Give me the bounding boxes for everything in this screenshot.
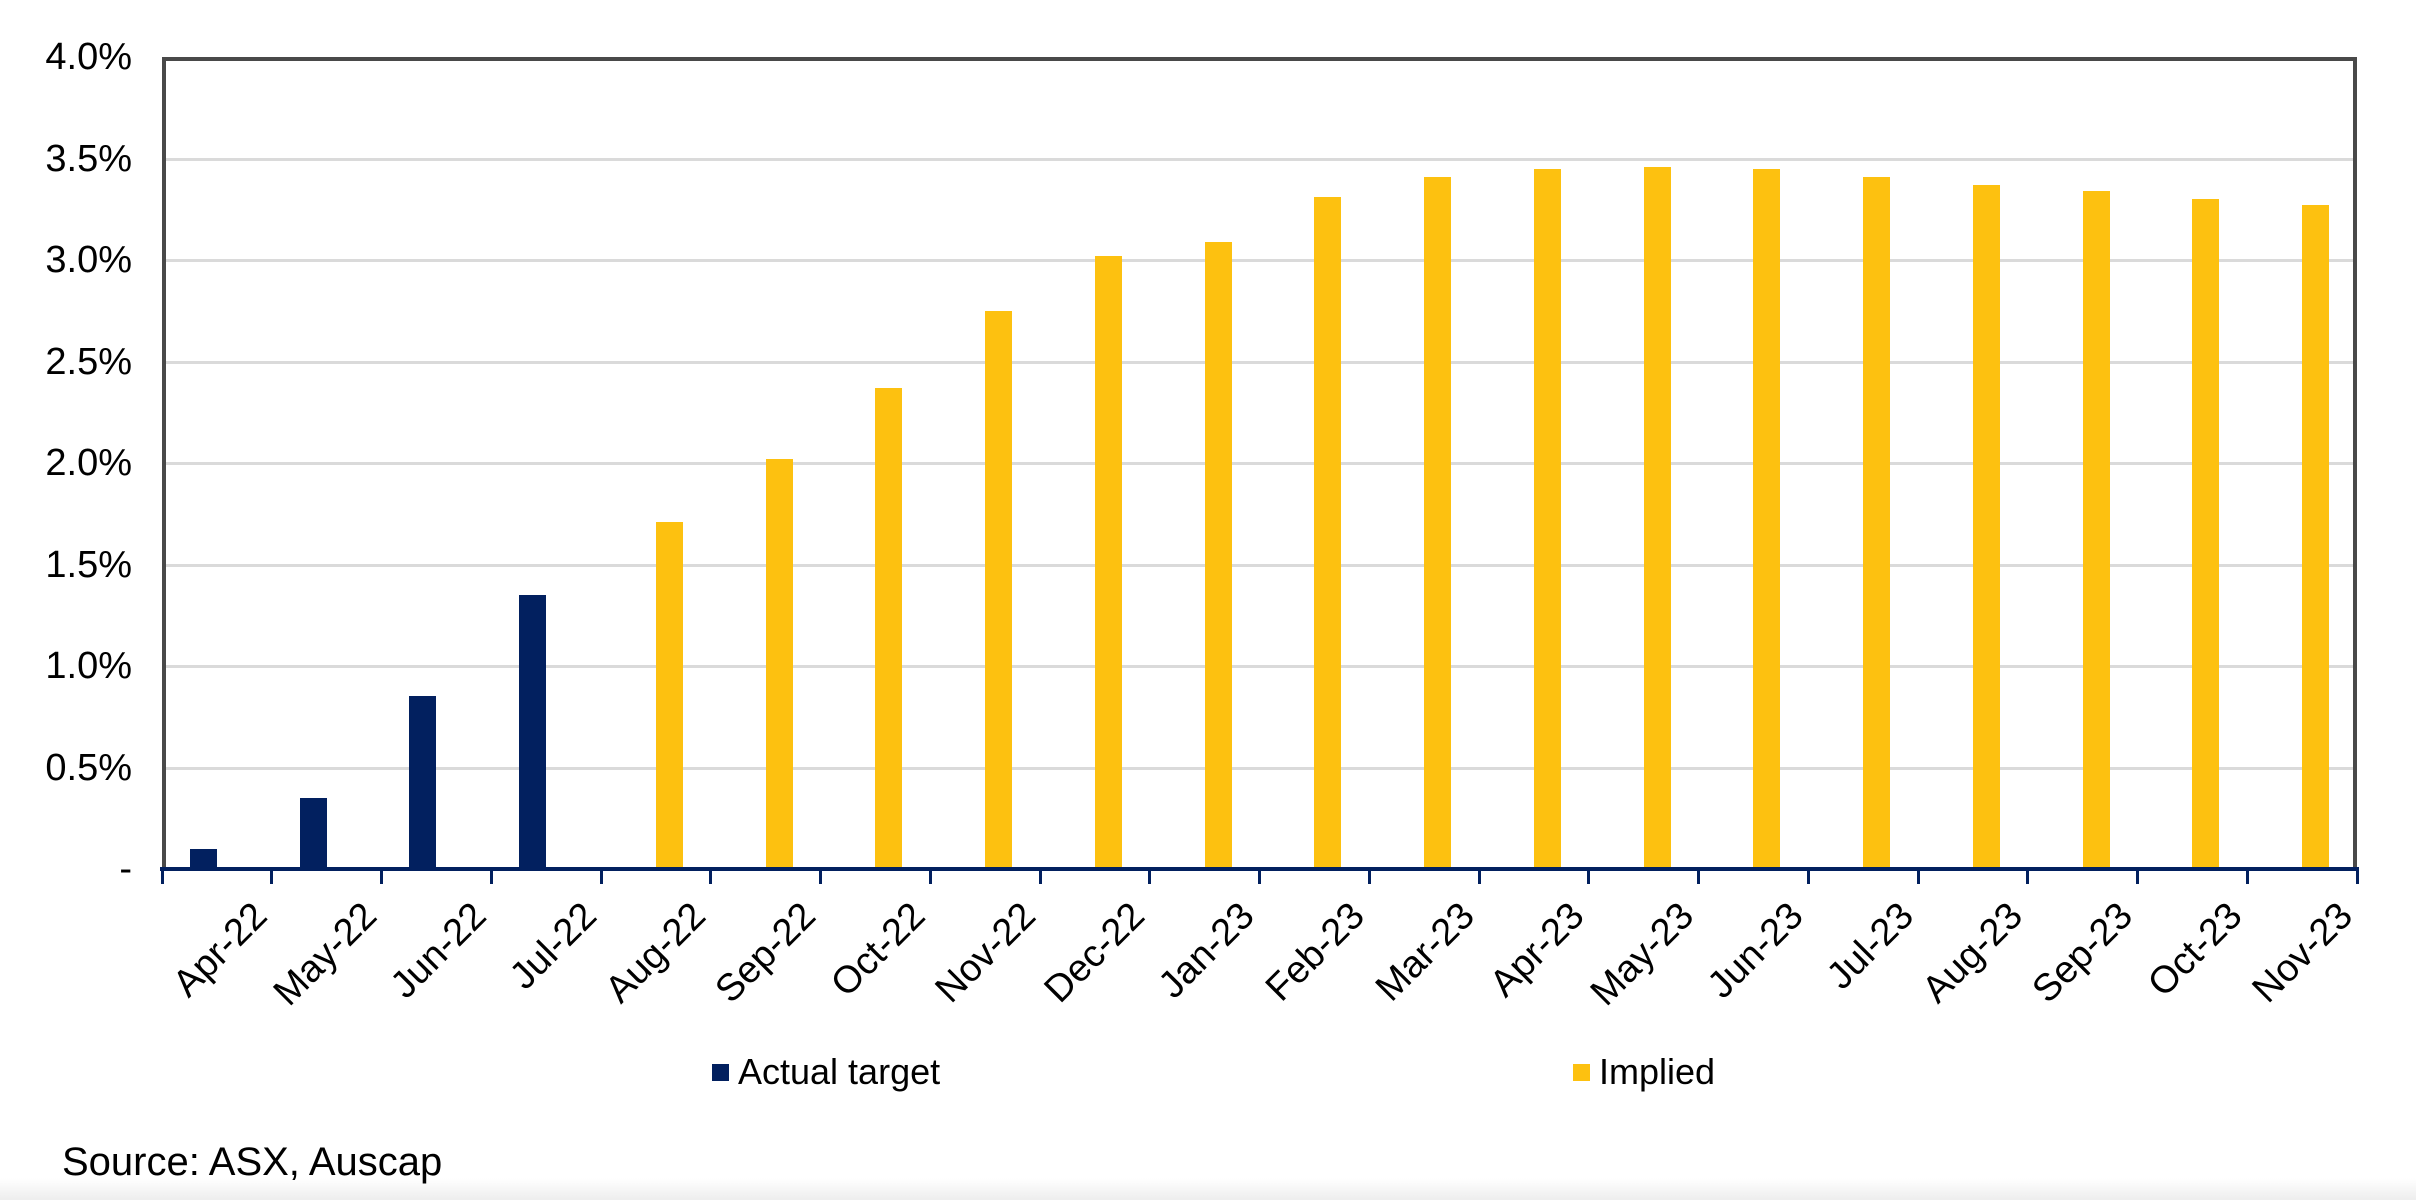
x-axis-tick-5 bbox=[709, 871, 713, 884]
x-tick-label-apr-22: Apr-22 bbox=[164, 894, 276, 1006]
bar-actual-target-jun-22 bbox=[409, 696, 437, 869]
x-tick-label-aug-22: Aug-22 bbox=[597, 894, 715, 1012]
x-tick-label-oct-23: Oct-23 bbox=[2140, 894, 2251, 1006]
gridline-2.5 bbox=[166, 360, 2353, 364]
y-tick-label-4-0-: 4.0% bbox=[45, 36, 132, 78]
bar-implied-jan-23 bbox=[1204, 242, 1232, 869]
x-axis-tick-13 bbox=[1587, 871, 1591, 884]
source-note: Source: ASX, Auscap bbox=[62, 1140, 443, 1184]
x-axis-tick-6 bbox=[819, 871, 822, 884]
bar-actual-target-may-22 bbox=[299, 798, 327, 869]
legend-swatch-implied bbox=[1573, 1063, 1590, 1081]
bar-implied-mar-23 bbox=[1424, 177, 1452, 869]
gridline-3.5 bbox=[166, 157, 2353, 161]
gridline-1.0 bbox=[166, 665, 2353, 668]
plot-area bbox=[162, 57, 2357, 869]
gridline-1.5 bbox=[166, 563, 2353, 567]
bar-implied-oct-23 bbox=[2192, 199, 2220, 869]
bar-implied-aug-23 bbox=[1972, 185, 2000, 869]
x-axis-tick-9 bbox=[1148, 871, 1152, 884]
y-tick-label-1-5-: 1.5% bbox=[45, 543, 132, 586]
x-tick-label-may-23: May-23 bbox=[1582, 894, 1703, 1015]
y-tick-label-2-5-: 2.5% bbox=[45, 340, 132, 383]
bar-implied-dec-22 bbox=[1094, 256, 1122, 869]
legend-item-actual-target: Actual target bbox=[712, 1048, 940, 1096]
bottom-edge-fade bbox=[0, 1178, 2416, 1200]
x-tick-label-sep-23: Sep-23 bbox=[2024, 894, 2142, 1012]
gridline-2.0 bbox=[166, 462, 2353, 465]
gridline-3.0 bbox=[166, 259, 2353, 262]
x-tick-label-may-22: May-22 bbox=[265, 894, 386, 1015]
x-axis-tick-19 bbox=[2245, 871, 2249, 884]
bar-implied-nov-22 bbox=[985, 311, 1013, 869]
y-tick-label-0-5-: 0.5% bbox=[45, 746, 132, 789]
bar-implied-jun-23 bbox=[1753, 169, 1781, 869]
x-axis-tick-20 bbox=[2355, 871, 2359, 884]
x-tick-label-oct-22: Oct-22 bbox=[823, 894, 934, 1006]
x-tick-label-feb-23: Feb-23 bbox=[1257, 894, 1373, 1010]
x-tick-label-aug-23: Aug-23 bbox=[1914, 894, 2032, 1012]
bar-implied-apr-23 bbox=[1533, 169, 1561, 869]
x-axis-tick-1 bbox=[270, 871, 274, 884]
bar-implied-oct-22 bbox=[875, 388, 903, 869]
y-tick-label-1-0-: 1.0% bbox=[45, 645, 132, 687]
x-axis-tick-11 bbox=[1367, 871, 1371, 884]
y-tick-label-zero: - bbox=[119, 848, 132, 890]
gridline-0.5 bbox=[166, 766, 2353, 770]
bar-implied-nov-23 bbox=[2302, 205, 2330, 869]
x-axis-tick-7 bbox=[928, 871, 932, 884]
x-axis-tick-10 bbox=[1258, 871, 1261, 884]
x-tick-label-jun-23: Jun-23 bbox=[1699, 894, 1812, 1007]
x-tick-label-dec-22: Dec-22 bbox=[1036, 894, 1154, 1012]
bar-implied-aug-22 bbox=[655, 522, 683, 869]
x-tick-label-jun-22: Jun-22 bbox=[382, 894, 495, 1007]
bar-implied-feb-23 bbox=[1314, 197, 1342, 869]
y-tick-label-3-0-: 3.0% bbox=[45, 239, 132, 281]
x-axis-line bbox=[160, 867, 2359, 871]
x-axis-tick-2 bbox=[380, 871, 383, 884]
y-tick-label-2-0-: 2.0% bbox=[45, 442, 132, 484]
x-axis-tick-16 bbox=[1916, 871, 1920, 884]
x-axis-tick-4 bbox=[599, 871, 603, 884]
chart-legend: Actual target Implied bbox=[0, 1048, 2416, 1096]
x-tick-label-apr-23: Apr-23 bbox=[1481, 894, 1593, 1006]
x-axis-tick-3 bbox=[489, 871, 493, 884]
x-tick-label-jul-22: Jul-22 bbox=[501, 894, 605, 998]
x-axis-tick-15 bbox=[1806, 871, 1810, 884]
x-tick-label-nov-22: Nov-22 bbox=[927, 894, 1044, 1012]
x-tick-label-jul-23: Jul-23 bbox=[1818, 894, 1922, 998]
legend-label-actual-target: Actual target bbox=[738, 1051, 941, 1092]
bar-implied-jul-23 bbox=[1863, 177, 1891, 869]
x-tick-label-sep-22: Sep-22 bbox=[707, 894, 825, 1012]
x-axis-tick-0 bbox=[160, 871, 164, 884]
x-tick-label-mar-23: Mar-23 bbox=[1367, 894, 1483, 1010]
bar-actual-target-jul-22 bbox=[519, 595, 547, 869]
bar-implied-sep-23 bbox=[2082, 191, 2110, 869]
x-axis-tick-18 bbox=[2136, 871, 2139, 884]
legend-label-implied: Implied bbox=[1599, 1051, 1716, 1092]
bar-implied-may-23 bbox=[1643, 167, 1671, 869]
x-tick-label-nov-23: Nov-23 bbox=[2244, 894, 2361, 1012]
legend-swatch-actual-target bbox=[712, 1063, 729, 1081]
legend-item-implied: Implied bbox=[1573, 1048, 1715, 1096]
y-tick-label-3-5-: 3.5% bbox=[45, 137, 132, 180]
x-axis-tick-17 bbox=[2026, 871, 2030, 884]
x-tick-label-jan-23: Jan-23 bbox=[1151, 894, 1264, 1007]
x-axis-tick-14 bbox=[1697, 871, 1700, 884]
bar-implied-sep-22 bbox=[765, 459, 793, 869]
x-axis-tick-12 bbox=[1477, 871, 1481, 884]
x-axis-tick-8 bbox=[1038, 871, 1042, 884]
bar-actual-target-apr-22 bbox=[189, 849, 217, 869]
